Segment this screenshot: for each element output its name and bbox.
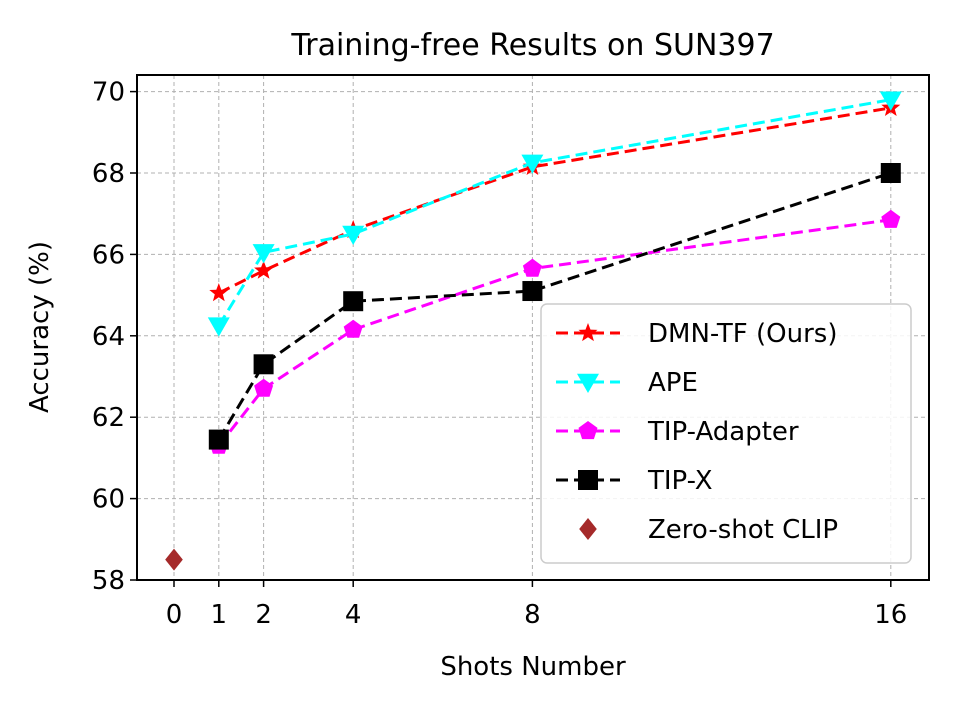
series bbox=[165, 548, 183, 571]
series-layer bbox=[165, 91, 902, 571]
y-tick-label: 70 bbox=[92, 78, 125, 108]
data-point bbox=[165, 548, 183, 571]
series bbox=[207, 91, 902, 337]
y-axis-label: Accuracy (%) bbox=[25, 241, 55, 413]
legend-entry: Zero-shot CLIP bbox=[579, 515, 838, 545]
data-point bbox=[881, 209, 901, 228]
legend-entry: TIP-Adapter bbox=[556, 417, 799, 447]
legend-marker bbox=[579, 518, 597, 540]
legend-label: APE bbox=[648, 368, 698, 398]
legend-marker bbox=[578, 470, 598, 490]
data-point bbox=[207, 317, 230, 337]
data-point bbox=[209, 283, 229, 302]
data-point bbox=[343, 319, 363, 338]
series bbox=[209, 97, 901, 302]
legend-marker bbox=[578, 323, 598, 342]
x-tick-label: 1 bbox=[211, 600, 228, 630]
series-line bbox=[217, 98, 892, 327]
series-line bbox=[217, 218, 892, 447]
data-point bbox=[522, 281, 543, 302]
legend: DMN-TF (Ours) APE TIP-Adapter TIP-X Zero-sho… bbox=[540, 303, 912, 564]
x-tick-label: 16 bbox=[874, 600, 907, 630]
data-point bbox=[879, 91, 902, 111]
legend-box bbox=[540, 303, 912, 564]
y-tick-label: 60 bbox=[92, 485, 125, 515]
data-point bbox=[522, 258, 542, 277]
legend-label: Zero-shot CLIP bbox=[648, 515, 838, 545]
x-tick-label: 8 bbox=[524, 600, 541, 630]
data-point bbox=[521, 154, 544, 174]
ticks: 0 1 2 4 8 16 58 60 62 64 66 68 70 bbox=[92, 78, 907, 630]
y-tick-label: 62 bbox=[92, 403, 125, 433]
series bbox=[208, 163, 901, 450]
series-line bbox=[217, 171, 892, 441]
y-tick-label: 58 bbox=[92, 566, 125, 596]
x-axis-label: Shots Number bbox=[440, 652, 626, 682]
x-tick-label: 2 bbox=[255, 600, 272, 630]
y-tick-label: 64 bbox=[92, 322, 125, 352]
chart-title: Training-free Results on SUN397 bbox=[290, 28, 774, 63]
legend-label: TIP-X bbox=[647, 466, 713, 496]
data-point bbox=[254, 378, 274, 397]
x-tick-label: 0 bbox=[166, 600, 183, 630]
data-point bbox=[342, 225, 365, 245]
legend-label: TIP-Adapter bbox=[647, 417, 799, 447]
legend-entry: DMN-TF (Ours) bbox=[556, 319, 837, 349]
y-tick-label: 66 bbox=[92, 240, 125, 270]
x-tick-label: 4 bbox=[345, 600, 362, 630]
legend-label: DMN-TF (Ours) bbox=[648, 319, 837, 349]
legend-marker bbox=[577, 373, 599, 393]
data-point bbox=[208, 429, 229, 450]
data-point bbox=[880, 163, 901, 183]
legend-marker bbox=[578, 421, 598, 440]
y-tick-label: 68 bbox=[92, 159, 125, 189]
data-point bbox=[252, 244, 275, 264]
data-point bbox=[253, 354, 274, 375]
legend-entry: TIP-X bbox=[556, 466, 713, 496]
series-line bbox=[218, 106, 892, 295]
data-point bbox=[254, 260, 274, 279]
data-point bbox=[343, 291, 364, 312]
legend-entry: APE bbox=[556, 368, 698, 398]
